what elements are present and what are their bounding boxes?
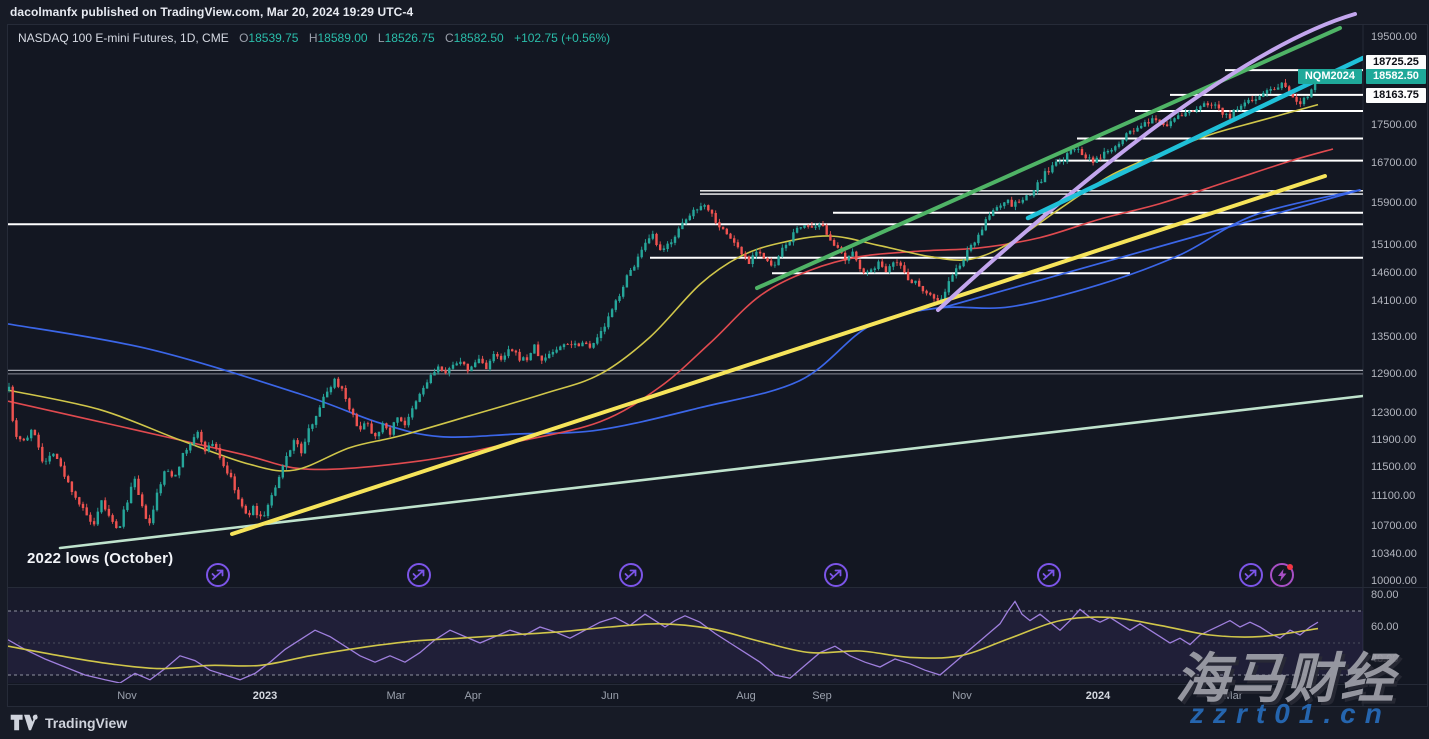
price-tick: 13500.00	[1371, 330, 1417, 343]
price-tick: 14100.00	[1371, 295, 1417, 308]
price-tick: 10700.00	[1371, 520, 1417, 533]
level-price-box: 18725.25	[1366, 54, 1426, 70]
time-tick: Apr	[464, 690, 482, 702]
candle-bodies-up	[8, 76, 1320, 528]
trendline-cyan-channel-mid	[1025, 55, 1363, 221]
tradingview-logo-icon	[10, 714, 38, 731]
price-tick: 17500.00	[1371, 118, 1417, 131]
price-tick: 11900.00	[1371, 433, 1417, 446]
rsi-tick: 80.00	[1371, 588, 1399, 601]
arrow-circle-icon[interactable]	[824, 563, 848, 587]
price-tick: 12300.00	[1371, 406, 1417, 419]
time-tick: 2023	[252, 690, 278, 702]
symbol-title: NASDAQ 100 E-mini Futures, 1D, CME	[18, 31, 229, 45]
close-label: C	[445, 31, 454, 45]
trendline-lavender-accel-curve	[936, 12, 1357, 312]
ma-fast-yellow	[8, 103, 1319, 472]
high-label: H	[308, 31, 318, 45]
price-tick: 19500.00	[1371, 30, 1417, 43]
arrow-circle-icon[interactable]	[206, 563, 230, 587]
time-tick: Nov	[117, 690, 137, 702]
open-value: 18539.75	[248, 31, 299, 45]
arrow-circle-icon[interactable]	[619, 563, 643, 587]
time-tick: Jun	[601, 690, 619, 702]
trendline-yellow-major-support	[230, 174, 1327, 536]
price-tick: 10340.00	[1371, 548, 1417, 561]
main-pane[interactable]	[8, 12, 1363, 587]
time-tick: Mar	[386, 690, 406, 702]
change-value: +102.75 (+0.56%)	[514, 31, 611, 45]
rsi-line	[8, 600, 1319, 683]
rsi-pane[interactable]	[8, 588, 1363, 683]
close-value: 18582.50	[453, 31, 504, 45]
price-tick: 11100.00	[1371, 490, 1416, 503]
symbol-header[interactable]: NASDAQ 100 E-mini Futures, 1D, CME O1853…	[18, 31, 610, 45]
candle-wicks-down	[12, 79, 1301, 529]
arrow-circle-icon[interactable]	[407, 563, 431, 587]
candle-bodies-down	[11, 82, 1302, 528]
ma-mid-red	[8, 148, 1334, 471]
rsi-tick: 40.00	[1371, 652, 1399, 665]
rsi-tick: 60.00	[1371, 620, 1399, 633]
trendline-blue-minor-support	[937, 189, 1361, 310]
tradingview-logo[interactable]: TradingView	[10, 714, 127, 731]
series-symbol-tag: NQM2024	[1297, 68, 1362, 84]
trendline-2022-lows-support	[58, 394, 1363, 550]
tradingview-logo-text: TradingView	[45, 714, 128, 731]
price-tick: 15900.00	[1371, 197, 1417, 210]
trendline-green-channel-top	[755, 26, 1342, 290]
price-tick: 12900.00	[1371, 367, 1417, 380]
lightning-circle-icon[interactable]	[1270, 563, 1294, 587]
arrow-circle-icon[interactable]	[1239, 563, 1263, 587]
arrow-circle-icon[interactable]	[1037, 563, 1061, 587]
watermark-site-name: 海马财经	[1175, 649, 1395, 709]
time-tick: 2024	[1085, 690, 1111, 702]
low-label: L	[377, 31, 385, 45]
price-tick: 14600.00	[1371, 266, 1417, 279]
time-tick: Mar	[1223, 690, 1243, 702]
time-tick: Aug	[736, 690, 756, 702]
watermark-site-url: zzrt01.cn	[1190, 698, 1391, 729]
low-value: 18526.75	[384, 31, 435, 45]
ma-slow-blue	[8, 188, 1361, 438]
price-tick: 15100.00	[1371, 239, 1417, 252]
publisher-bar: dacolmanfx published on TradingView.com,…	[10, 5, 414, 19]
annotation-2022-lows: 2022 lows (October)	[27, 550, 174, 567]
time-tick: Nov	[952, 690, 972, 702]
level-price-box: 18163.75	[1366, 87, 1426, 103]
last-price-box: 18582.50	[1366, 68, 1426, 84]
rsi-ma-line	[8, 616, 1319, 670]
open-label: O	[239, 31, 249, 45]
high-value: 18589.00	[317, 31, 368, 45]
price-tick: 10000.00	[1371, 575, 1417, 588]
price-tick: 11500.00	[1371, 461, 1417, 474]
price-tick: 16700.00	[1371, 156, 1417, 169]
time-tick: Sep	[812, 690, 832, 702]
